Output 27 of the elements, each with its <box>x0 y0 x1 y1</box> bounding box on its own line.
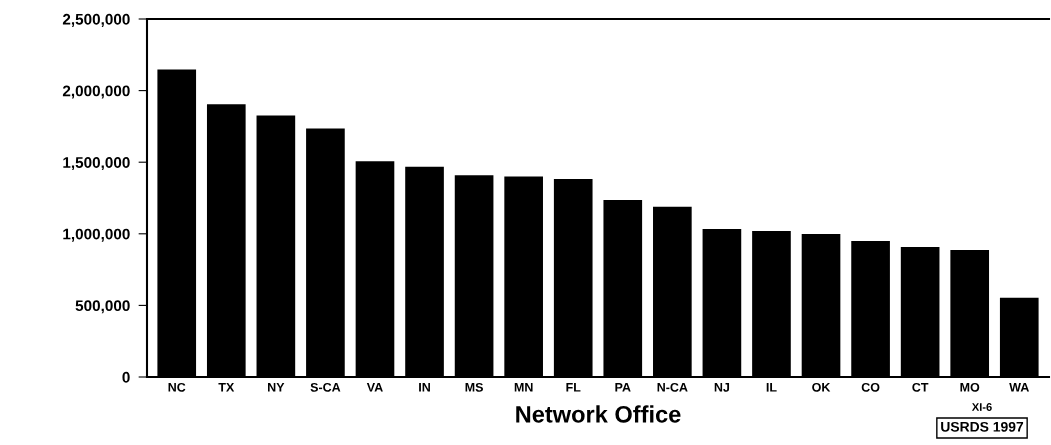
y-tick-label: 2,000,000 <box>62 85 130 99</box>
x-tick-label: NC <box>168 382 186 392</box>
x-tick-label: OK <box>812 382 831 392</box>
text: XI-6 <box>971 403 992 411</box>
x-tick-label: NJ <box>714 383 730 392</box>
x-tick-label: PA <box>615 383 631 392</box>
x-tick-label: IL <box>766 383 777 392</box>
x-tick-label: MS <box>465 382 483 392</box>
text: USRDS 1997 <box>941 421 1024 432</box>
x-tick-label: WA <box>1009 383 1029 392</box>
x-tick-label: MN <box>514 383 533 392</box>
y-tick-label: 0 <box>122 371 130 383</box>
x-tick-label: MO <box>960 382 980 392</box>
x-tick-label: TX <box>218 383 235 392</box>
x-tick-label: N-CA <box>657 382 688 392</box>
x-tick-label: FL <box>566 383 581 392</box>
x-tick-label: NY <box>268 383 285 392</box>
x-tick-label: CO <box>861 382 880 392</box>
x-tick-label: CT <box>912 382 929 392</box>
x-tick-label: S-CA <box>310 382 341 392</box>
y-tick-label: 1,500,000 <box>63 157 130 171</box>
x-tick-label: IN <box>419 383 430 392</box>
x-axis-title: Network Office <box>516 405 681 423</box>
x-tick-label: VA <box>366 383 383 392</box>
y-tick-label: 500,000 <box>75 300 130 314</box>
y-tick-label: 2,500,000 <box>62 13 130 27</box>
y-tick-label: 1,000,000 <box>63 228 130 242</box>
